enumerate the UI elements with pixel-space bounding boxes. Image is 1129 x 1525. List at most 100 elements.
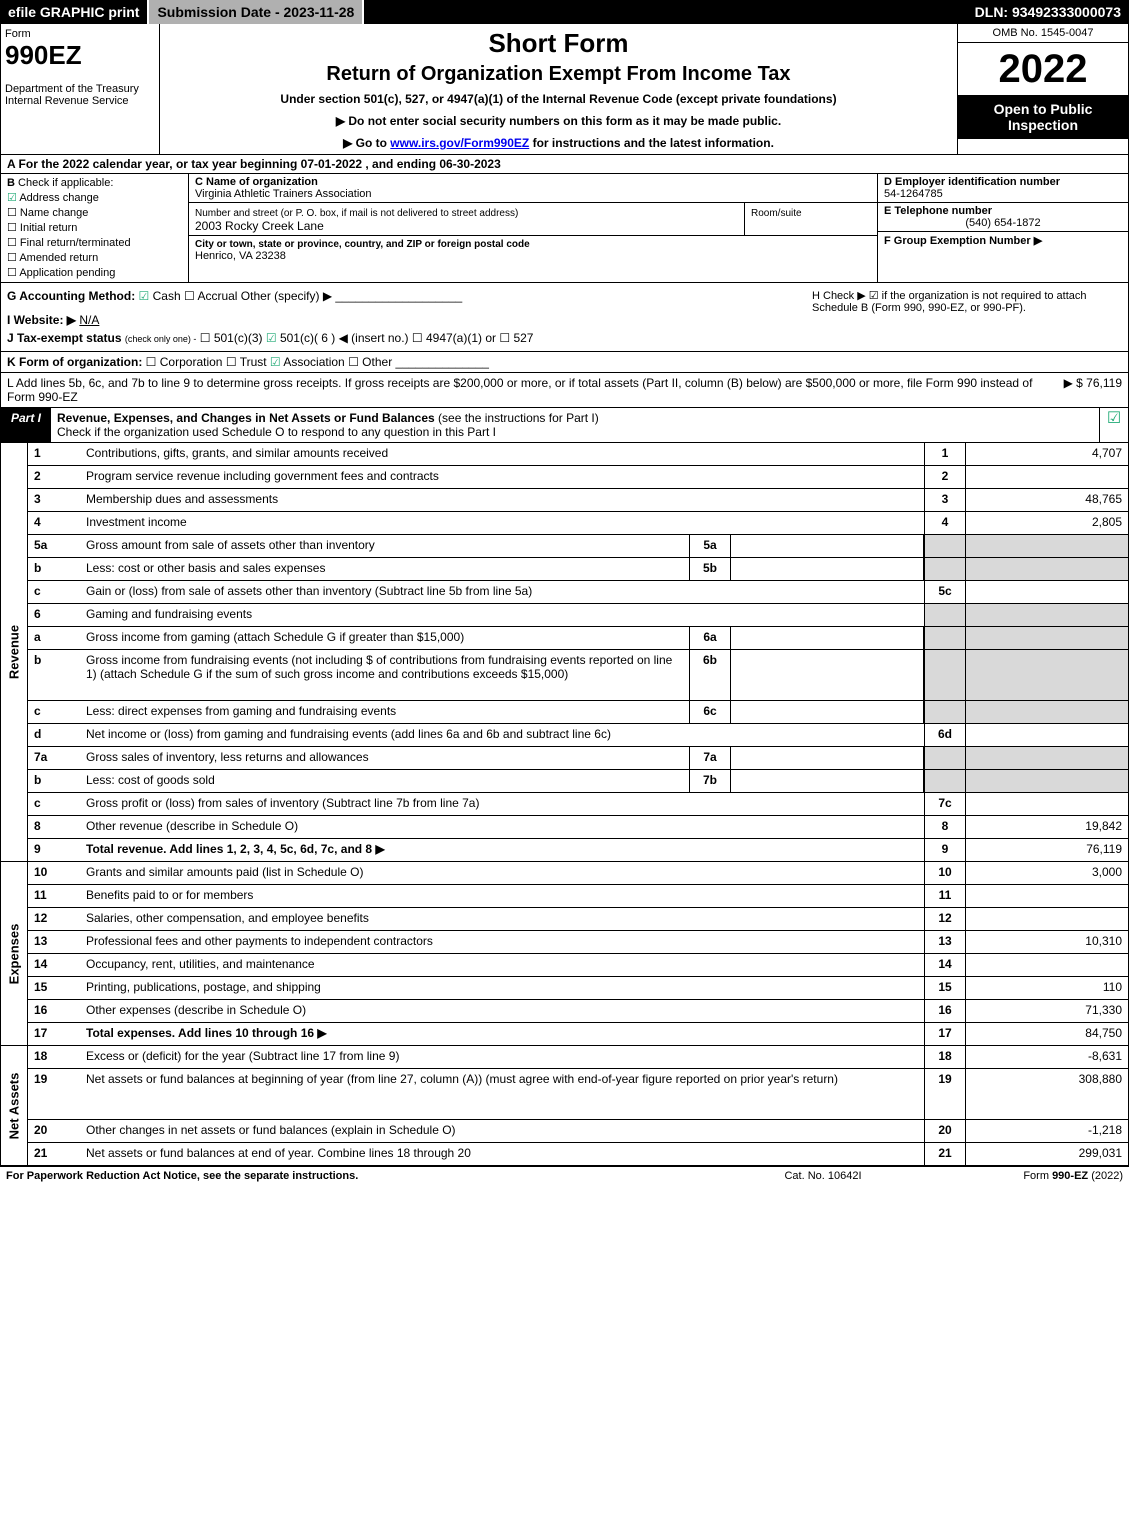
result-number: 11	[924, 885, 965, 907]
check-accrual[interactable]: Accrual	[184, 289, 237, 303]
result-value	[965, 650, 1128, 700]
sub-line-number: 6a	[689, 627, 731, 649]
result-number: 2	[924, 466, 965, 488]
col-d-to-f: D Employer identification number 54-1264…	[877, 174, 1128, 282]
netassets-section: Net Assets 18Excess or (deficit) for the…	[0, 1046, 1129, 1166]
check-other-org[interactable]: Other	[348, 355, 392, 369]
i-label: I Website: ▶	[7, 313, 76, 327]
sub-line-number: 5a	[689, 535, 731, 557]
row-number: b	[28, 650, 80, 700]
row-description: Other revenue (describe in Schedule O)	[80, 816, 924, 838]
room-heading: Room/suite	[751, 208, 802, 219]
netassets-label-text: Net Assets	[7, 1072, 22, 1139]
b-label: B	[7, 177, 15, 189]
row-description: Other changes in net assets or fund bala…	[80, 1120, 924, 1142]
result-number: 12	[924, 908, 965, 930]
check-4947[interactable]: 4947(a)(1) or	[412, 331, 496, 345]
result-value	[965, 793, 1128, 815]
check-amended-return[interactable]: Amended return	[7, 251, 182, 264]
check-final-return[interactable]: Final return/terminated	[7, 236, 182, 249]
result-number: 13	[924, 931, 965, 953]
row-description: Other expenses (describe in Schedule O)	[80, 1000, 924, 1022]
row-description: Professional fees and other payments to …	[80, 931, 924, 953]
row-description: Total expenses. Add lines 10 through 16	[80, 1023, 924, 1045]
form-number: 990EZ	[5, 40, 155, 71]
result-value	[965, 558, 1128, 580]
result-value	[965, 770, 1128, 792]
footer-notice: For Paperwork Reduction Act Notice, see …	[6, 1170, 723, 1182]
footer-cat-no: Cat. No. 10642I	[723, 1170, 923, 1182]
check-address-change[interactable]: Address change	[7, 191, 182, 204]
result-value: 299,031	[965, 1143, 1128, 1165]
j-note: (check only one) -	[125, 334, 197, 344]
check-association[interactable]: Association	[270, 355, 345, 369]
result-value	[965, 885, 1128, 907]
result-number	[924, 650, 965, 700]
check-527[interactable]: 527	[499, 331, 533, 345]
row-description: Contributions, gifts, grants, and simila…	[80, 443, 924, 465]
check-501c3[interactable]: 501(c)(3)	[200, 331, 263, 345]
check-application-pending[interactable]: Application pending	[7, 266, 182, 279]
check-trust[interactable]: Trust	[226, 355, 267, 369]
form-row: 20Other changes in net assets or fund ba…	[28, 1120, 1128, 1143]
result-number: 6d	[924, 724, 965, 746]
row-number: 9	[28, 839, 80, 861]
revenue-label-text: Revenue	[7, 625, 22, 679]
note-link-post: for instructions and the latest informat…	[529, 136, 774, 150]
row-number: 7a	[28, 747, 80, 769]
sub-line-number: 6c	[689, 701, 731, 723]
row-description: Gain or (loss) from sale of assets other…	[80, 581, 924, 603]
row-number: 20	[28, 1120, 80, 1142]
g-label: G Accounting Method:	[7, 289, 135, 303]
row-number: c	[28, 581, 80, 603]
sub-line-value	[731, 770, 924, 792]
note-link-pre: ▶ Go to	[343, 136, 390, 150]
org-name: Virginia Athletic Trainers Association	[195, 188, 372, 200]
part-i-checkbox[interactable]: ☑	[1099, 408, 1128, 442]
check-cash[interactable]: Cash	[139, 289, 181, 303]
efile-label[interactable]: efile GRAPHIC print	[0, 0, 149, 24]
note-ssn: ▶ Do not enter social security numbers o…	[164, 114, 953, 128]
cell-city: City or town, state or province, country…	[189, 236, 877, 264]
check-501c[interactable]: 501(c)( 6 ) ◀ (insert no.)	[266, 331, 409, 345]
form-row: bLess: cost of goods sold7b	[28, 770, 1128, 793]
row-number: 3	[28, 489, 80, 511]
result-number: 3	[924, 489, 965, 511]
irs-link[interactable]: www.irs.gov/Form990EZ	[390, 136, 529, 150]
b-check-if: Check if applicable:	[18, 177, 113, 189]
part-i-sub: Check if the organization used Schedule …	[57, 425, 1093, 439]
result-number	[924, 558, 965, 580]
department-label: Department of the Treasury Internal Reve…	[5, 83, 155, 107]
row-number: 16	[28, 1000, 80, 1022]
result-value: -8,631	[965, 1046, 1128, 1068]
row-number: 6	[28, 604, 80, 626]
sub-line-number: 6b	[689, 650, 731, 700]
part-i-header: Part I Revenue, Expenses, and Changes in…	[0, 408, 1129, 443]
row-number: 5a	[28, 535, 80, 557]
row-number: 4	[28, 512, 80, 534]
street-address: 2003 Rocky Creek Lane	[195, 219, 324, 233]
check-corporation[interactable]: Corporation	[146, 355, 223, 369]
page-footer: For Paperwork Reduction Act Notice, see …	[0, 1166, 1129, 1185]
cell-group-exemption: F Group Exemption Number ▶	[878, 232, 1128, 282]
revenue-rows: 1Contributions, gifts, grants, and simil…	[28, 443, 1128, 861]
check-initial-return[interactable]: Initial return	[7, 221, 182, 234]
line-a-tax-year: A For the 2022 calendar year, or tax yea…	[0, 155, 1129, 174]
result-value: -1,218	[965, 1120, 1128, 1142]
row-number: 14	[28, 954, 80, 976]
result-number: 9	[924, 839, 965, 861]
header-center: Short Form Return of Organization Exempt…	[160, 24, 958, 154]
result-value	[965, 908, 1128, 930]
row-number: c	[28, 701, 80, 723]
note-link: ▶ Go to www.irs.gov/Form990EZ for instru…	[164, 136, 953, 150]
form-header: Form 990EZ Department of the Treasury In…	[0, 24, 1129, 155]
row-number: 8	[28, 816, 80, 838]
revenue-section: Revenue 1Contributions, gifts, grants, a…	[0, 443, 1129, 862]
row-description: Excess or (deficit) for the year (Subtra…	[80, 1046, 924, 1068]
check-name-change[interactable]: Name change	[7, 206, 182, 219]
line-l-gross-receipts: L Add lines 5b, 6c, and 7b to line 9 to …	[0, 373, 1129, 408]
netasset-rows: 18Excess or (deficit) for the year (Subt…	[28, 1046, 1128, 1165]
ein-heading: D Employer identification number	[884, 176, 1060, 188]
form-row: 4Investment income42,805	[28, 512, 1128, 535]
part-i-tab: Part I	[1, 408, 51, 442]
